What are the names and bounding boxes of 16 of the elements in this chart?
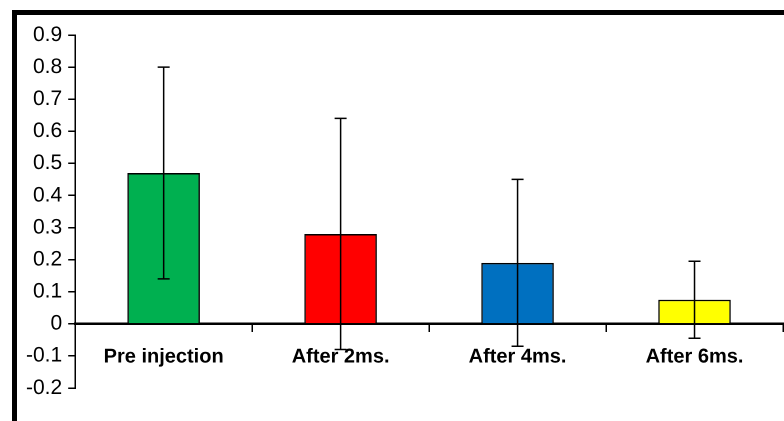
y-tick-label: -0.2 (26, 376, 62, 399)
y-tick-label: 0.6 (32, 119, 62, 142)
y-tick-label: -0.1 (26, 344, 62, 367)
y-tick-label: 0.8 (32, 54, 62, 78)
y-tick-label: 0.9 (32, 22, 62, 46)
x-tick-label: After 4ms. (468, 345, 566, 368)
y-tick-label: 0.3 (32, 215, 62, 238)
y-tick-label: 0.5 (32, 151, 62, 174)
y-tick-label: 0.7 (32, 86, 62, 110)
x-tick-label: After 6ms. (646, 345, 744, 368)
x-tick-label: After 2ms. (292, 345, 390, 368)
y-tick-label: 0 (50, 312, 62, 335)
x-tick-label: Pre injection (104, 345, 224, 368)
y-tick-label: 0.1 (32, 280, 62, 303)
y-tick-label: 0.4 (32, 183, 62, 206)
y-tick-label: 0.2 (32, 247, 62, 270)
